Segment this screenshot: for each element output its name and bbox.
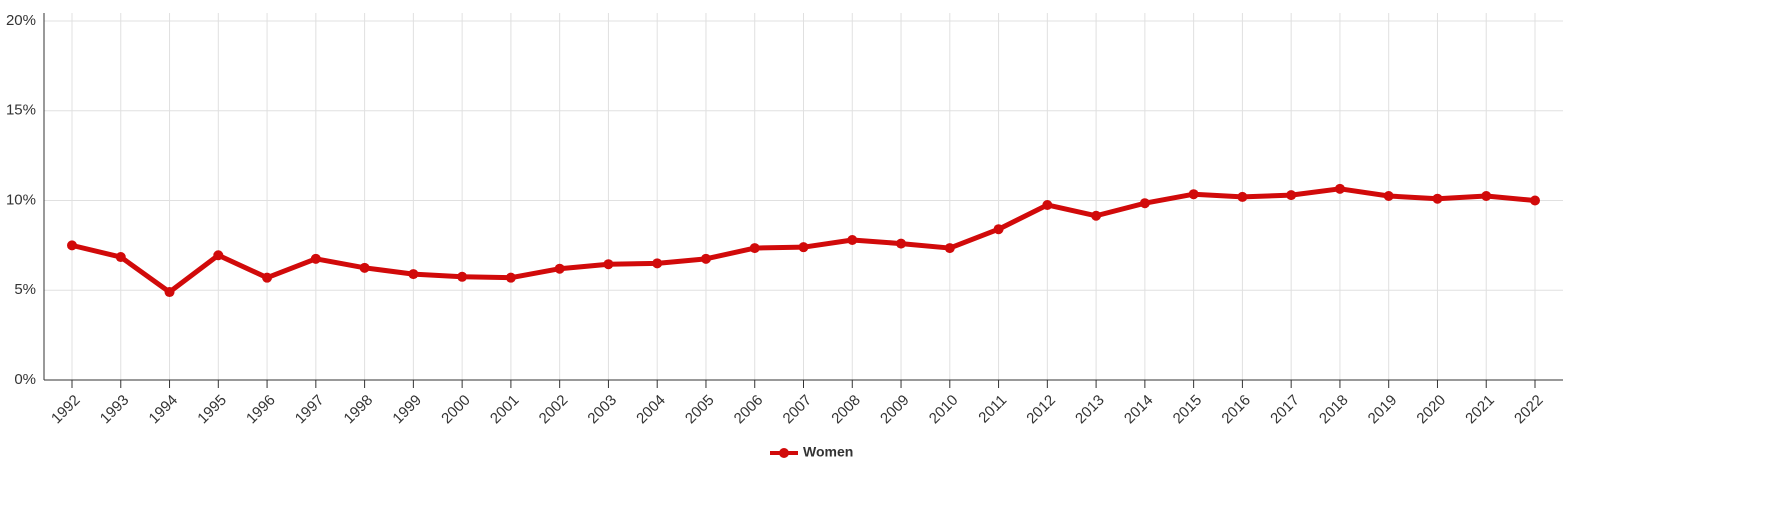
data-point bbox=[164, 287, 175, 298]
data-point bbox=[1237, 191, 1248, 202]
x-tick-label: 2014 bbox=[1121, 392, 1157, 428]
data-point bbox=[310, 253, 321, 264]
legend-item[interactable]: Women bbox=[770, 444, 853, 460]
data-point bbox=[262, 272, 273, 283]
x-tick-label: 2007 bbox=[780, 392, 816, 428]
data-point bbox=[603, 259, 614, 270]
x-tick-label: 2021 bbox=[1462, 392, 1498, 428]
x-tick-label: 1999 bbox=[389, 392, 425, 428]
x-tick-label: 2015 bbox=[1170, 392, 1206, 428]
x-tick-label: 2003 bbox=[584, 392, 620, 428]
data-point bbox=[1091, 210, 1102, 221]
x-tick-label: 2006 bbox=[731, 392, 767, 428]
y-tick-label: 20% bbox=[6, 12, 36, 29]
x-tick-label: 2004 bbox=[633, 392, 669, 428]
x-tick-label: 2001 bbox=[487, 392, 523, 428]
x-tick-label: 2009 bbox=[877, 392, 913, 428]
x-tick-label: 1993 bbox=[97, 392, 133, 428]
data-point bbox=[1383, 191, 1394, 202]
data-point bbox=[1042, 199, 1053, 210]
data-point bbox=[1139, 198, 1150, 209]
x-tick-label: 2018 bbox=[1316, 392, 1352, 428]
x-tick-label: 1994 bbox=[146, 392, 182, 428]
data-point bbox=[505, 272, 516, 283]
x-tick-label: 2013 bbox=[1072, 392, 1108, 428]
x-tick-label: 2010 bbox=[926, 392, 962, 428]
x-tick-label: 2000 bbox=[438, 392, 474, 428]
data-point bbox=[1286, 190, 1297, 201]
data-point bbox=[213, 250, 224, 261]
x-tick-label: 1995 bbox=[194, 392, 230, 428]
data-point bbox=[798, 242, 809, 253]
y-tick-label: 10% bbox=[6, 191, 36, 208]
data-point bbox=[993, 224, 1004, 235]
x-tick-label: 1996 bbox=[243, 392, 279, 428]
x-tick-label: 1992 bbox=[48, 392, 84, 428]
legend-marker bbox=[779, 448, 789, 458]
data-point bbox=[1432, 193, 1443, 204]
data-point bbox=[847, 234, 858, 245]
data-point bbox=[359, 262, 370, 273]
x-tick-label: 2008 bbox=[828, 392, 864, 428]
x-tick-label: 2011 bbox=[975, 392, 1010, 427]
data-point bbox=[1481, 191, 1492, 202]
y-tick-label: 0% bbox=[14, 371, 36, 388]
y-tick-label: 15% bbox=[6, 102, 36, 119]
data-point bbox=[944, 243, 955, 254]
data-point bbox=[457, 271, 468, 282]
x-tick-label: 2022 bbox=[1511, 392, 1547, 428]
data-point bbox=[1188, 189, 1199, 200]
x-tick-label: 2020 bbox=[1413, 392, 1449, 428]
data-point bbox=[115, 252, 126, 263]
legend-label: Women bbox=[803, 444, 853, 460]
x-tick-label: 2005 bbox=[682, 392, 718, 428]
data-point bbox=[1530, 195, 1540, 206]
x-tick-label: 2016 bbox=[1218, 392, 1254, 428]
data-point bbox=[554, 263, 565, 274]
data-point bbox=[652, 258, 663, 269]
y-tick-label: 5% bbox=[14, 281, 36, 298]
data-point bbox=[408, 269, 419, 280]
x-tick-label: 1997 bbox=[292, 392, 328, 428]
x-tick-label: 2012 bbox=[1023, 392, 1059, 428]
x-tick-label: 2019 bbox=[1365, 392, 1401, 428]
x-tick-label: 2017 bbox=[1267, 392, 1303, 428]
x-tick-label: 2002 bbox=[536, 392, 572, 428]
data-point bbox=[1334, 183, 1345, 194]
data-point bbox=[67, 240, 77, 251]
data-point bbox=[749, 243, 760, 254]
x-tick-label: 1998 bbox=[341, 392, 377, 428]
data-point bbox=[700, 253, 711, 264]
data-point bbox=[896, 238, 907, 249]
